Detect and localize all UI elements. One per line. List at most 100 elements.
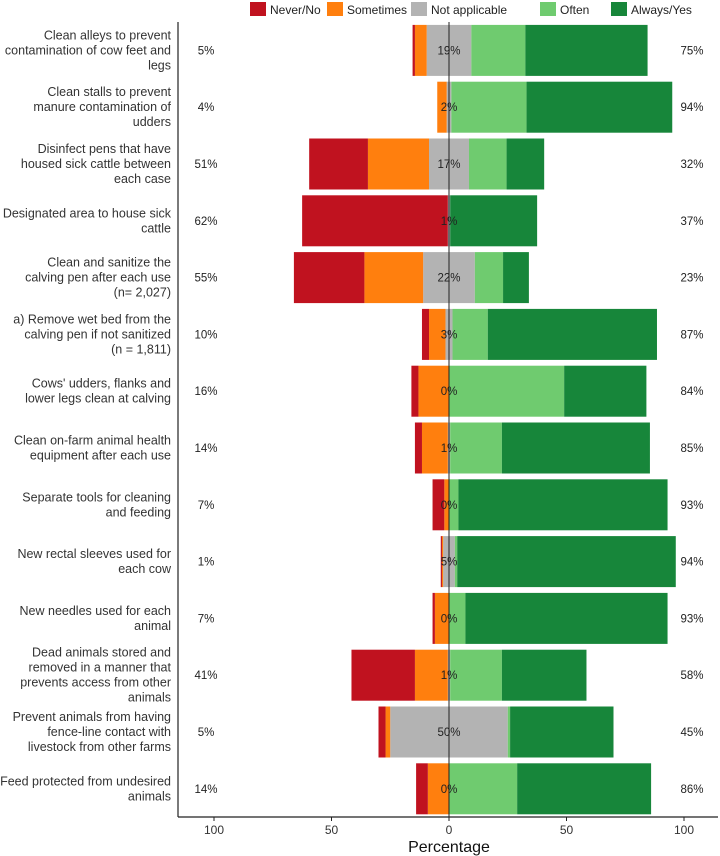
bar-segment-na xyxy=(429,138,449,190)
category-label-line: contamination of cow feet and xyxy=(5,43,171,57)
left-percentage-label: 5% xyxy=(198,45,215,57)
bar-segment-always xyxy=(526,81,673,133)
bar-segment-always xyxy=(525,24,648,76)
category-label: New needles used for each animal xyxy=(20,604,172,633)
left-percentage-label: 1% xyxy=(198,557,215,569)
category-label-line: New rectal sleeves used for xyxy=(17,547,171,561)
bar-segment-never xyxy=(421,308,430,360)
bar-row: 62% 1% 37%Designated area to house sick cat… xyxy=(3,195,704,247)
legend-label: Often xyxy=(560,3,589,17)
bar-segment-often xyxy=(471,24,526,76)
category-label: Dead animals stored and removed in a mann… xyxy=(20,646,171,705)
right-percentage-label: 45% xyxy=(680,727,703,739)
x-tick-label: 100 xyxy=(204,823,224,837)
category-label-line: removed in a manner that xyxy=(29,661,172,675)
right-percentage-label: 32% xyxy=(680,159,703,171)
bar-segment-always xyxy=(506,138,545,190)
bar-segment-never xyxy=(309,138,368,190)
category-label-line: and feeding xyxy=(106,505,171,519)
right-percentage-label: 93% xyxy=(680,500,703,512)
bar-segment-often xyxy=(449,592,466,644)
bar-segment-na xyxy=(443,536,449,588)
legend-item: Not applicable xyxy=(411,2,507,17)
bar-segment-often xyxy=(474,252,504,304)
category-label-line: livestock from other farms xyxy=(28,740,171,754)
bar-segment-na xyxy=(447,195,449,247)
bar-segment-na xyxy=(390,706,449,758)
bar-segment-na xyxy=(449,308,453,360)
bar-row: 7% 0% 93%Separate tools for cleaning and fe… xyxy=(22,479,704,531)
bar-row: 55% 22% 23%Clean and sanitize the calving p… xyxy=(25,252,704,304)
left-percentage-label: 16% xyxy=(194,386,217,398)
category-label-line: Dead animals stored and xyxy=(32,646,171,660)
right-percentage-label: 87% xyxy=(680,329,703,341)
bar-row: 51% 17% 32%Disinfect pens that have housed … xyxy=(21,138,704,190)
category-label-line: New needles used for each xyxy=(20,604,172,618)
category-label-line: Feed protected from undesired xyxy=(0,774,171,788)
category-label-line: Designated area to house sick xyxy=(3,206,172,220)
bar-segment-na xyxy=(449,195,451,247)
bar-segment-often xyxy=(454,536,458,588)
right-percentage-label: 85% xyxy=(680,443,703,455)
left-percentage-label: 55% xyxy=(194,273,217,285)
bar-segment-never xyxy=(302,195,448,247)
category-label-line: Clean alleys to prevent xyxy=(44,28,172,42)
legend-label: Sometimes xyxy=(347,3,407,17)
bar-segment-na xyxy=(447,422,449,474)
category-label: a) Remove wet bed from the calving pen if… xyxy=(13,312,171,356)
bar-segment-always xyxy=(517,763,652,815)
category-label-line: Clean on-farm animal health xyxy=(14,434,171,448)
left-percentage-label: 14% xyxy=(194,784,217,796)
bar-segment-na xyxy=(449,536,455,588)
bar-segment-always xyxy=(487,308,657,360)
category-label: Separate tools for cleaning and feeding xyxy=(22,490,171,519)
legend-label: Always/Yes xyxy=(631,3,692,17)
x-tick-label: 50 xyxy=(325,823,339,837)
category-label-line: legs xyxy=(148,58,171,72)
left-percentage-label: 7% xyxy=(198,613,215,625)
bar-segment-never xyxy=(440,536,442,588)
bar-segment-often xyxy=(468,138,507,190)
category-label-line: calving pen if not sanitized xyxy=(24,327,171,341)
bar-row: 1% 5% 94%New rectal sleeves used for each c… xyxy=(17,536,704,588)
bar-segment-na xyxy=(423,252,449,304)
left-percentage-label: 7% xyxy=(198,500,215,512)
bar-row: 16% 0% 84%Cows' udders, flanks and lower le… xyxy=(25,365,704,417)
category-label-line: cattle xyxy=(141,221,171,235)
plot-area: 5% 19% 75%Clean alleys to prevent contamina… xyxy=(0,22,718,818)
left-percentage-label: 4% xyxy=(198,102,215,114)
bar-segment-sometimes xyxy=(441,536,444,588)
category-label-line: each cow xyxy=(118,562,172,576)
category-label-line: udders xyxy=(133,115,171,129)
category-label: Disinfect pens that have housed sick catt… xyxy=(21,142,171,186)
bar-row: 4% 2% 94%Clean stalls to prevent manure con… xyxy=(33,81,704,133)
category-label-line: Prevent animals from having xyxy=(13,710,171,724)
category-label-line: Separate tools for cleaning xyxy=(22,490,171,504)
bar-segment-na xyxy=(449,422,451,474)
category-label-line: lower legs clean at calving xyxy=(25,392,171,406)
bar-segment-sometimes xyxy=(414,649,448,701)
category-label-line: animals xyxy=(128,691,171,705)
bar-segment-always xyxy=(457,536,676,588)
category-label-line: prevents access from other xyxy=(20,676,171,690)
category-label-line: a) Remove wet bed from the xyxy=(13,312,171,326)
category-label-line: Disinfect pens that have xyxy=(38,142,171,156)
bar-segment-often xyxy=(451,81,527,133)
bar-segment-sometimes xyxy=(429,308,446,360)
category-label: Prevent animals from having fence-line co… xyxy=(13,710,171,754)
bar-row: 14% 1% 85%Clean on-farm animal health equip… xyxy=(14,422,704,474)
right-percentage-label: 75% xyxy=(680,45,703,57)
bar-segment-never xyxy=(416,763,428,815)
bar-segment-never xyxy=(293,252,365,304)
bar-segment-always xyxy=(458,479,668,531)
right-percentage-label: 84% xyxy=(680,386,703,398)
bar-segment-always xyxy=(510,706,614,758)
bar-segment-never xyxy=(351,649,415,701)
right-percentage-label: 93% xyxy=(680,613,703,625)
legend-item: Never/No xyxy=(250,2,321,17)
bar-segment-always xyxy=(501,649,587,701)
bar-segment-always xyxy=(450,195,538,247)
bar-row: 10% 3% 87%a) Remove wet bed from the calvin… xyxy=(13,308,704,360)
bar-segment-never xyxy=(432,479,445,531)
